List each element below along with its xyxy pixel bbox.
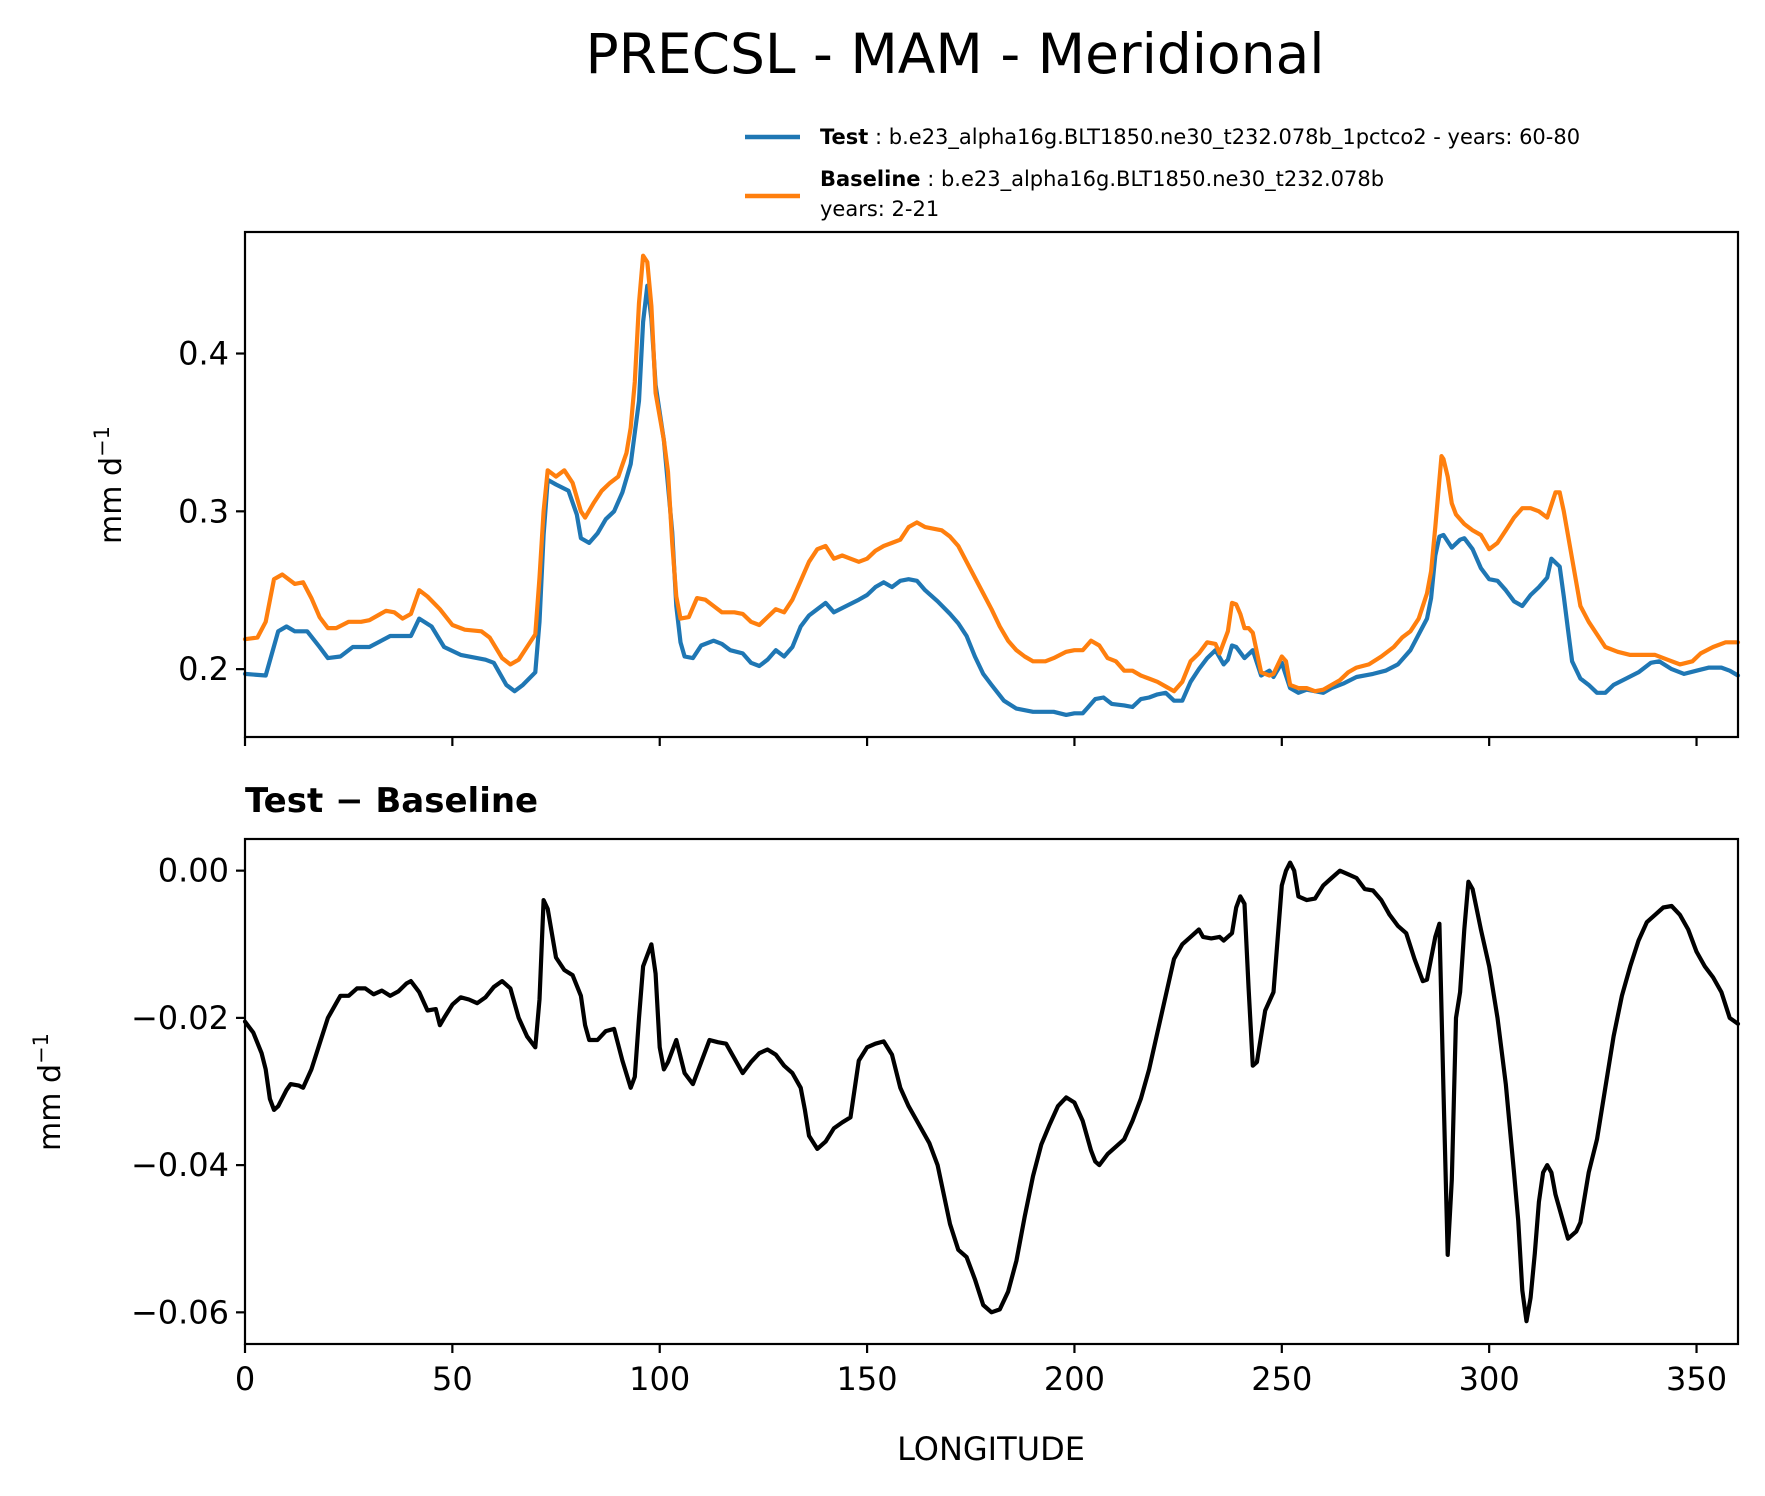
bottom-panel: Test − Baseline 0.00 −0.02 −0.04 −0.06 0 50 1… [29,781,1741,1468]
top-series-line-test [242,283,1741,717]
top-ylabel: mm d−1 [90,426,129,544]
top-x-ticks [243,737,1698,746]
top-ytick-label: 0.4 [178,335,229,373]
bottom-y-ticks: 0.00 −0.02 −0.04 −0.06 [131,852,245,1331]
xtick-label: 200 [1044,1360,1105,1398]
top-ytick-label: 0.3 [178,492,229,530]
diff-subtitle: Test − Baseline [245,781,538,821]
bottom-axes-frame [243,837,1740,1346]
legend-baseline-years: years: 2-21 [820,197,939,221]
bottom-ytick-label: −0.04 [131,1146,229,1184]
top-axes-frame [243,230,1740,739]
top-panel: 0.2 0.3 0.4 mm d−1 [90,230,1741,746]
xtick-label: 300 [1459,1360,1520,1398]
top-series-line-baseline [242,253,1741,694]
bottom-ytick-label: 0.00 [158,852,229,890]
legend-baseline-label: Baseline : b.e23_alpha16g.BLT1850.ne30_t… [820,167,1384,192]
bottom-ytick-label: −0.06 [131,1293,229,1331]
top-y-ticks: 0.2 0.3 0.4 [178,335,245,688]
xtick-label: 250 [1251,1360,1312,1398]
legend: Test : b.e23_alpha16g.BLT1850.ne30_t232.… [745,125,1580,221]
xtick-label: 350 [1666,1360,1727,1398]
xtick-label: 150 [837,1360,898,1398]
chart-title: PRECSL - MAM - Meridional [585,22,1324,86]
bottom-series-group [242,860,1741,1324]
bottom-ytick-label: −0.02 [131,999,229,1037]
bottom-ylabel: mm d−1 [29,1033,68,1151]
top-series-group [242,253,1741,717]
xtick-label: 100 [629,1360,690,1398]
top-ytick-label: 0.2 [178,650,229,688]
bottom-x-ticks: 0 50 100 150 200 250 300 350 [235,1344,1727,1398]
bottom-series-line-test-baseline [242,860,1741,1324]
x-axis-label: LONGITUDE [897,1430,1085,1468]
xtick-label: 50 [432,1360,473,1398]
legend-test-label: Test : b.e23_alpha16g.BLT1850.ne30_t232.… [820,125,1580,150]
xtick-label: 0 [235,1360,255,1398]
